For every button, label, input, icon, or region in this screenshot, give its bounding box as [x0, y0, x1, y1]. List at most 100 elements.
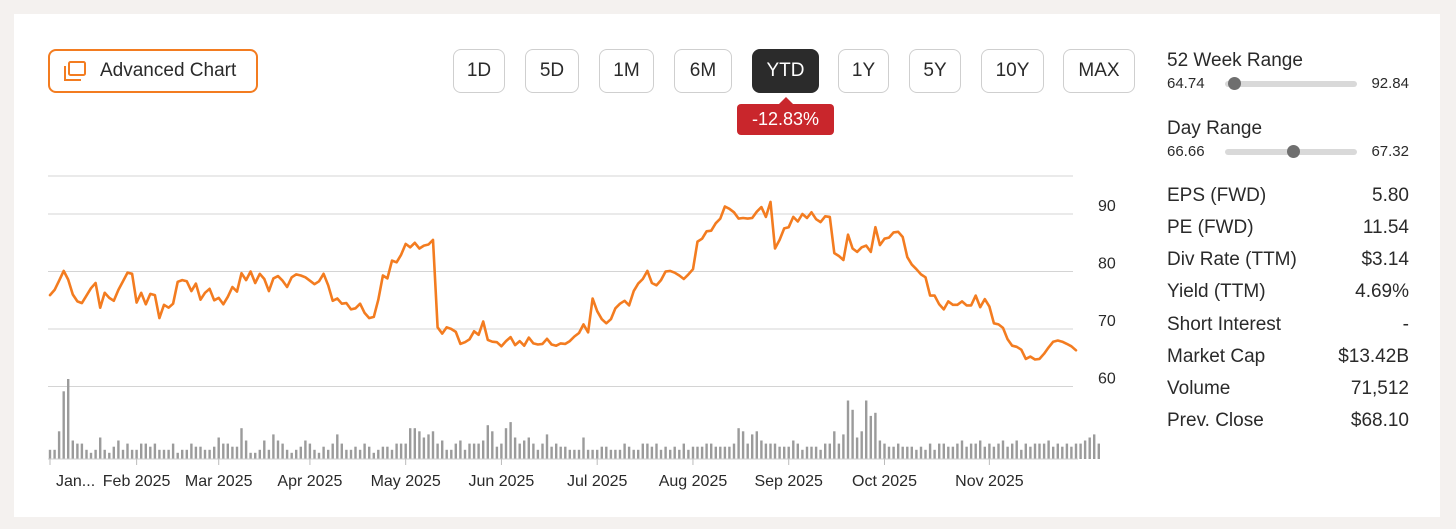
volume-bar: [805, 446, 809, 459]
volume-bar: [741, 431, 745, 459]
stat-value: $68.10: [1350, 410, 1409, 431]
volume-bar: [317, 452, 321, 459]
range-max-button[interactable]: MAX: [1063, 49, 1135, 93]
chart-window-icon: [64, 61, 86, 81]
volume-bar: [85, 449, 88, 459]
volume-bar: [582, 437, 585, 459]
range-1d-button[interactable]: 1D: [453, 49, 505, 93]
volume-bar: [299, 446, 302, 459]
volume-bar: [536, 449, 540, 459]
range-ytd-button[interactable]: YTD: [752, 49, 819, 93]
volume-bar: [846, 400, 850, 459]
volume-bar: [176, 452, 179, 459]
range-5y-button[interactable]: 5Y: [909, 49, 961, 93]
volume-bar: [368, 446, 371, 459]
volume-bar: [573, 449, 576, 459]
stat-row-yield: Yield (TTM) 4.69%: [1167, 281, 1409, 305]
y-tick-label: 90: [1098, 198, 1116, 215]
volume-bar: [482, 440, 485, 459]
range-5d-button[interactable]: 5D: [525, 49, 579, 93]
stat-row-volume: Volume 71,512: [1167, 378, 1409, 402]
volume-bar: [997, 443, 1000, 459]
volume-bar: [910, 446, 913, 459]
volume-bar: [673, 446, 676, 459]
volume-bar: [1001, 440, 1005, 459]
volume-bar: [94, 449, 97, 459]
volume-bar: [345, 449, 348, 459]
volume-bar: [390, 449, 394, 459]
volume-bar: [819, 449, 822, 459]
volume-bar: [231, 446, 234, 459]
volume-bar: [965, 446, 968, 459]
volume-bar: [669, 449, 672, 459]
volume-bar: [956, 443, 959, 459]
change-percent-badge: -12.83%: [737, 97, 834, 135]
volume-bar: [1079, 443, 1082, 459]
volume-bar: [381, 446, 385, 459]
volume-bar: [354, 446, 357, 459]
volume-bar: [892, 446, 895, 459]
volume-bar: [80, 443, 84, 459]
volume-bar: [951, 446, 955, 459]
range-1m-button[interactable]: 1M: [599, 49, 654, 93]
volume-bar: [527, 437, 530, 459]
volume-bar: [755, 431, 758, 459]
volume-bar: [436, 443, 439, 459]
stat-row-div-rate: Div Rate (TTM) $3.14: [1167, 249, 1409, 273]
day-low: 66.66: [1167, 143, 1205, 160]
volume-bar: [1015, 440, 1018, 459]
volume-bar: [1024, 443, 1027, 459]
range-10y-button[interactable]: 10Y: [981, 49, 1044, 93]
volume-bar: [217, 437, 220, 459]
volume-bar: [600, 446, 603, 459]
stat-label: EPS (FWD): [1167, 185, 1267, 206]
volume-bar: [609, 449, 613, 459]
week52-range-track: [1225, 77, 1357, 90]
day-high: 67.32: [1371, 143, 1409, 160]
volume-bar: [824, 443, 827, 459]
volume-bar: [258, 449, 261, 459]
volume-bar: [304, 440, 307, 459]
volume-bar: [555, 443, 558, 459]
volume-bar: [564, 446, 567, 459]
volume-bar: [167, 449, 170, 459]
volume-bar: [705, 443, 708, 459]
volume-bar: [162, 449, 166, 459]
volume-bar: [810, 446, 813, 459]
volume-bar: [723, 446, 727, 459]
stat-value: 4.69%: [1355, 281, 1409, 302]
stat-label: Volume: [1167, 378, 1231, 399]
stat-row-market-cap: Market Cap $13.42B: [1167, 346, 1409, 370]
volume-bar: [678, 449, 681, 459]
volume-bar: [472, 443, 476, 459]
volume-bar: [477, 443, 480, 459]
volume-bar: [801, 449, 804, 459]
volume-bar: [108, 452, 111, 459]
volume-bar: [331, 443, 334, 459]
stat-label: Market Cap: [1167, 346, 1266, 367]
volume-bar: [67, 379, 70, 459]
range-6m-button[interactable]: 6M: [674, 49, 732, 93]
advanced-chart-button[interactable]: Advanced Chart: [48, 49, 258, 93]
volume-bar: [787, 446, 790, 459]
stat-value: -: [1402, 314, 1409, 335]
stat-value: 71,512: [1350, 378, 1409, 399]
day-range-track: [1225, 145, 1357, 158]
volume-bar: [947, 446, 950, 459]
volume-bar: [144, 443, 147, 459]
volume-bar: [1020, 449, 1023, 459]
volume-bar: [112, 446, 115, 459]
volume-bar: [431, 431, 435, 459]
volume-bar: [586, 449, 590, 459]
range-1y-button[interactable]: 1Y: [838, 49, 889, 93]
volume-bar: [596, 449, 599, 459]
volume-bar: [427, 434, 430, 459]
volume-bar: [89, 452, 93, 459]
volume-bar: [1047, 440, 1050, 459]
volume-bar: [199, 446, 202, 459]
volume-bar: [924, 449, 927, 459]
volume-bar: [53, 449, 56, 459]
volume-bar: [235, 446, 239, 459]
volume-bar: [486, 425, 489, 459]
volume-bar: [851, 409, 854, 459]
